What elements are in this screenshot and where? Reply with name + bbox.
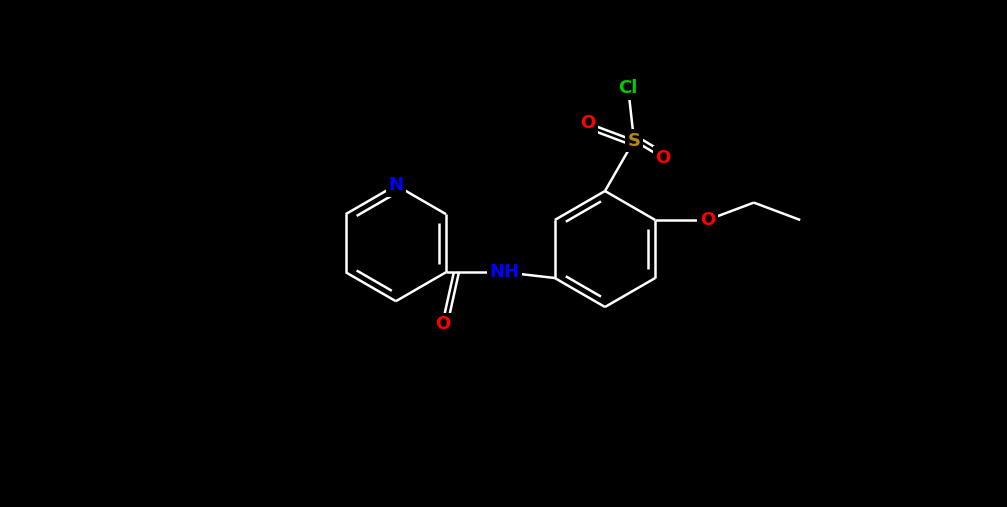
Text: S: S [627,131,640,150]
Text: O: O [700,211,715,229]
Text: O: O [435,315,450,334]
Text: NH: NH [489,263,520,281]
Text: O: O [656,149,671,167]
Text: Cl: Cl [618,79,637,97]
Text: N: N [389,176,404,194]
Text: O: O [580,114,595,132]
